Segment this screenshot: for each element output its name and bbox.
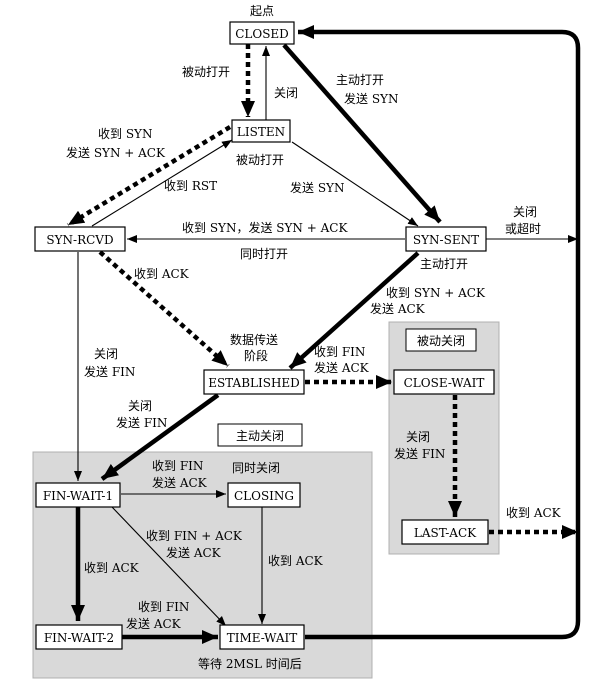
label-data-transfer-1: 数据传送 bbox=[230, 332, 278, 347]
svg-text:FIN-WAIT-2: FIN-WAIT-2 bbox=[44, 631, 114, 645]
label-recv-ack-4: 收到 ACK bbox=[506, 506, 562, 520]
svg-text:SYN-SENT: SYN-SENT bbox=[413, 233, 479, 247]
label-send-syn-2: 发送 SYN bbox=[290, 180, 344, 195]
svg-text:ESTABLISHED: ESTABLISHED bbox=[208, 376, 300, 390]
label-close-or-timeout-1: 关闭 bbox=[513, 205, 537, 219]
label-passive-open-2: 被动打开 bbox=[236, 153, 284, 167]
label-passive-open-1: 被动打开 bbox=[182, 65, 230, 79]
svg-text:LISTEN: LISTEN bbox=[237, 125, 285, 139]
edge-synrcvd-established bbox=[98, 250, 230, 368]
edge-timewait-return bbox=[298, 25, 581, 640]
state-established: ESTABLISHED bbox=[203, 369, 305, 395]
label-send-fin-2: 发送 FIN bbox=[116, 415, 167, 430]
label-recv-rst: 收到 RST bbox=[164, 179, 217, 193]
label-recv-syn-ack: 收到 SYN + ACK bbox=[386, 286, 486, 300]
label-send-ack-3: 发送 ACK bbox=[152, 475, 208, 490]
svg-text:LAST-ACK: LAST-ACK bbox=[414, 526, 477, 540]
state-closed: CLOSED bbox=[229, 21, 295, 45]
label-close-or-timeout-2: 或超时 bbox=[505, 221, 541, 236]
svg-text:CLOSING: CLOSING bbox=[234, 489, 294, 503]
state-last-ack: LAST-ACK bbox=[401, 519, 489, 545]
label-send-ack-5: 发送 ACK bbox=[126, 616, 182, 631]
label-send-ack-2: 发送 ACK bbox=[314, 360, 370, 375]
label-recv-fin-2: 收到 FIN bbox=[152, 459, 203, 473]
label-start: 起点 bbox=[250, 4, 274, 18]
label-recv-fin-1: 收到 FIN bbox=[314, 345, 365, 359]
state-fin-wait-1: FIN-WAIT-1 bbox=[35, 482, 121, 508]
label-send-syn-ack: 发送 SYN + ACK bbox=[66, 145, 166, 160]
svg-text:被动关闭: 被动关闭 bbox=[417, 334, 465, 348]
svg-text:TIME-WAIT: TIME-WAIT bbox=[227, 631, 298, 645]
label-recv-ack-1: 收到 ACK bbox=[134, 267, 190, 281]
label-close-3: 关闭 bbox=[406, 430, 430, 444]
state-syn-rcvd: SYN-RCVD bbox=[34, 226, 126, 252]
edge-established-finwait1 bbox=[100, 393, 220, 481]
label-close-listen: 关闭 bbox=[274, 86, 298, 100]
edge-synrcvd-listen bbox=[91, 139, 233, 227]
label-close-2: 关闭 bbox=[128, 399, 152, 413]
label-simultaneous-close: 同时关闭 bbox=[232, 461, 280, 475]
active-close-title: 主动关闭 bbox=[217, 423, 303, 447]
label-send-ack-1: 发送 ACK bbox=[370, 301, 426, 316]
svg-text:主动关闭: 主动关闭 bbox=[236, 429, 284, 443]
svg-text:SYN-RCVD: SYN-RCVD bbox=[46, 233, 113, 247]
state-fin-wait-2: FIN-WAIT-2 bbox=[35, 624, 123, 650]
state-syn-sent: SYN-SENT bbox=[405, 226, 487, 252]
passive-close-title: 被动关闭 bbox=[405, 328, 477, 352]
passive-close-region bbox=[388, 321, 500, 555]
label-simultaneous-open: 同时打开 bbox=[240, 247, 288, 261]
state-closing: CLOSING bbox=[227, 482, 301, 508]
edge-closed-synsent bbox=[282, 43, 442, 224]
label-recv-fin-3: 收到 FIN bbox=[138, 600, 189, 614]
label-data-transfer-2: 阶段 bbox=[244, 348, 268, 363]
label-recv-ack-3: 收到 ACK bbox=[268, 554, 324, 568]
label-send-syn-1: 发送 SYN bbox=[344, 91, 398, 106]
label-recv-syn-send-syn-ack: 收到 SYN，发送 SYN + ACK bbox=[182, 220, 348, 235]
label-recv-fin-ack: 收到 FIN + ACK bbox=[146, 529, 243, 543]
edge-listen-synrcvd bbox=[66, 125, 232, 227]
state-listen: LISTEN bbox=[231, 119, 291, 143]
svg-text:FIN-WAIT-1: FIN-WAIT-1 bbox=[43, 489, 113, 503]
edge-listen-synsent bbox=[291, 141, 419, 227]
label-send-fin-1: 发送 FIN bbox=[84, 364, 135, 379]
label-active-open-1: 主动打开 bbox=[336, 73, 384, 87]
state-close-wait: CLOSE-WAIT bbox=[393, 369, 495, 395]
edge-finwait1-timewait bbox=[111, 506, 227, 627]
label-active-open-2: 主动打开 bbox=[420, 257, 468, 271]
edge-synsent-established bbox=[288, 251, 420, 370]
svg-text:CLOSED: CLOSED bbox=[235, 27, 289, 41]
state-time-wait: TIME-WAIT bbox=[219, 624, 305, 650]
label-send-fin-3: 发送 FIN bbox=[394, 446, 445, 461]
label-recv-ack-2: 收到 ACK bbox=[84, 561, 140, 575]
svg-text:CLOSE-WAIT: CLOSE-WAIT bbox=[404, 376, 485, 390]
label-send-ack-4: 发送 ACK bbox=[166, 545, 222, 560]
label-recv-syn: 收到 SYN bbox=[98, 127, 152, 141]
label-close-1: 关闭 bbox=[94, 347, 118, 361]
label-wait-2msl: 等待 2MSL 时间后 bbox=[198, 657, 302, 671]
